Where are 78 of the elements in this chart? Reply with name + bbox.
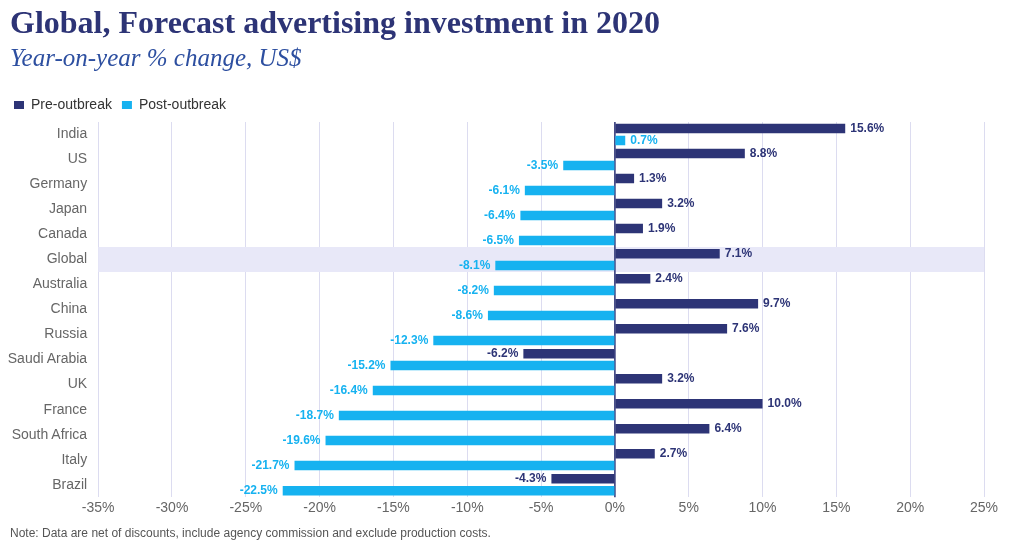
y-tick-label: Global xyxy=(46,250,88,267)
x-tick-label: 15% xyxy=(822,499,851,516)
data-label: 15.6% xyxy=(850,120,885,135)
data-label: -6.1% xyxy=(488,182,521,197)
bar xyxy=(520,210,615,221)
data-label: -8.1% xyxy=(458,257,491,272)
x-tick-label: 10% xyxy=(748,499,777,516)
y-tick-label: Brazil xyxy=(52,475,88,492)
data-label: -6.5% xyxy=(482,232,515,247)
data-label: 3.2% xyxy=(667,371,695,386)
data-label: 9.7% xyxy=(763,295,791,310)
bar xyxy=(294,460,615,471)
data-label: -12.3% xyxy=(390,332,429,347)
data-label: -15.2% xyxy=(347,357,386,372)
data-label: -8.6% xyxy=(451,307,484,322)
y-tick-label: China xyxy=(50,300,88,317)
data-label: 7.1% xyxy=(724,245,753,260)
x-tick-label: 5% xyxy=(678,499,699,516)
y-tick-label: Germany xyxy=(29,175,88,192)
y-tick-label: South Africa xyxy=(11,425,88,442)
data-label: 10.0% xyxy=(767,396,802,411)
data-label: 6.4% xyxy=(714,421,743,436)
bar xyxy=(495,260,615,271)
data-label: -19.6% xyxy=(282,432,321,447)
y-tick-label: Japan xyxy=(49,200,88,217)
data-label: 2.4% xyxy=(655,270,684,285)
y-tick-label: India xyxy=(56,125,88,142)
y-tick-label: Australia xyxy=(32,275,88,292)
bar xyxy=(615,135,626,146)
y-tick-label: Russia xyxy=(44,325,88,342)
chart-subtitle: Year-on-year % change, US$ xyxy=(10,44,302,72)
x-tick-label: -20% xyxy=(303,499,336,516)
data-label: -21.7% xyxy=(251,457,290,472)
x-tick-label: 25% xyxy=(969,499,999,516)
y-tick-label: US xyxy=(67,150,88,167)
bar xyxy=(518,235,615,246)
text: Note: Data are net of discounts, include agency commission and exclude production costs. xyxy=(10,526,491,540)
x-tick-label: -35% xyxy=(81,499,115,516)
x-tick-label: 0% xyxy=(604,499,626,516)
bar xyxy=(563,160,615,171)
y-tick-label: UK xyxy=(67,375,88,392)
bar xyxy=(282,485,615,496)
data-label: -16.4% xyxy=(329,382,369,397)
y-tick-label: Saudi Arabia xyxy=(7,350,88,367)
data-label: 3.2% xyxy=(667,195,695,210)
x-tick-label: 20% xyxy=(896,499,925,516)
data-label: -8.2% xyxy=(457,282,490,297)
y-tick-label: Canada xyxy=(38,225,88,242)
x-tick-label: -25% xyxy=(229,499,263,516)
data-label: -6.4% xyxy=(484,207,516,222)
data-label: 0.7% xyxy=(630,132,658,147)
x-tick-label: -15% xyxy=(377,499,410,516)
bar xyxy=(338,410,615,421)
bar xyxy=(390,360,615,371)
x-tick-label: -5% xyxy=(528,499,554,516)
data-label: 1.3% xyxy=(639,170,667,185)
y-tick-label: France xyxy=(43,400,88,417)
chart-title: Global, Forecast advertising investment in 2020 xyxy=(10,4,661,41)
legend-label: Pre-outbreak xyxy=(31,95,113,112)
data-label: 1.9% xyxy=(647,220,676,235)
bar xyxy=(524,185,615,196)
bar xyxy=(493,285,615,296)
data-label: 8.8% xyxy=(749,145,778,160)
data-label: 2.7% xyxy=(659,446,688,461)
bar xyxy=(372,385,615,396)
bar xyxy=(325,435,615,446)
data-label: 7.6% xyxy=(732,320,760,335)
x-tick-label: -30% xyxy=(155,499,189,516)
data-label: -3.5% xyxy=(526,157,559,172)
x-tick-label: -10% xyxy=(450,499,484,516)
data-label: -6.2% xyxy=(487,346,519,360)
data-label: -18.7% xyxy=(295,407,335,422)
data-label: -22.5% xyxy=(239,482,279,497)
bar xyxy=(487,310,615,321)
bar xyxy=(433,335,615,346)
data-label: -4.3% xyxy=(515,471,547,486)
legend-label: Post-outbreak xyxy=(138,95,228,112)
y-tick-label: Italy xyxy=(61,450,88,467)
